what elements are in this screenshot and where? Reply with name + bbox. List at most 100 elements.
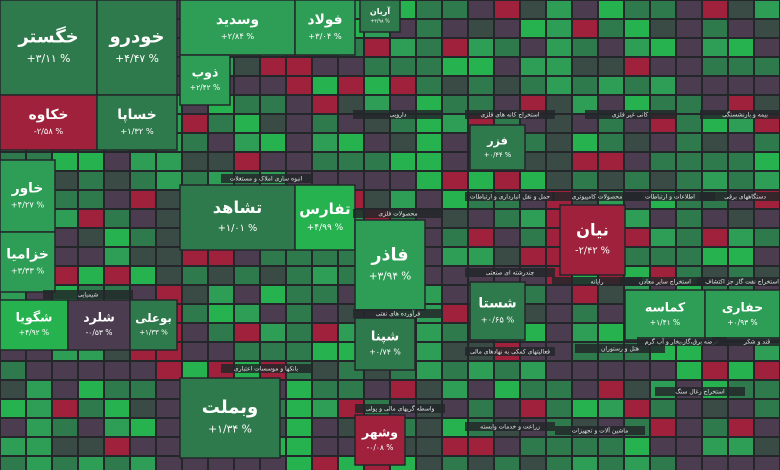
cell [520,399,546,418]
cell [598,38,624,57]
sector-strip [712,337,780,346]
tile-name: خزامیا [6,246,48,262]
cell [104,266,130,285]
cell [208,323,234,342]
cell [312,133,338,152]
cell [78,437,104,456]
cell [286,323,312,342]
tile-change: +۴/۹۲ % [19,328,49,337]
cell [468,399,494,418]
cell [78,171,104,190]
cell [208,285,234,304]
cell [676,228,702,247]
tile-change: -۰/۰۸ % [367,443,394,452]
cell [520,456,546,470]
tile-change: +۱/۳۴ % [208,423,252,436]
cell [520,247,546,266]
cell [494,399,520,418]
cell [546,285,572,304]
cell [312,304,338,323]
cell [702,171,728,190]
cell [676,152,702,171]
tile-name: بوعلی [135,311,172,326]
cell [546,76,572,95]
cell [442,171,468,190]
cell [676,114,702,133]
cell [676,38,702,57]
cell [260,342,286,361]
cell [390,171,416,190]
cell [78,418,104,437]
cell [286,342,312,361]
cell [676,399,702,418]
cell [494,209,520,228]
cell [442,456,468,470]
cell [702,361,728,380]
cell [442,304,468,323]
cell [104,437,130,456]
tile: فزر +۰/۴۴ % [469,124,526,171]
sector-strip [221,174,311,183]
cell [390,38,416,57]
cell [182,266,208,285]
cell [546,304,572,323]
cell [754,380,780,399]
cell [442,228,468,247]
cell [286,304,312,323]
tile-name: شستا [478,295,516,311]
cell [390,190,416,209]
cell [208,133,234,152]
cell [572,171,598,190]
cell [442,19,468,38]
cell [26,418,52,437]
tile-change: +۰/۹۳ % [727,318,757,327]
cell [52,152,78,171]
cell [598,285,624,304]
cell [598,19,624,38]
cell [26,437,52,456]
cell [494,228,520,247]
cell [624,171,650,190]
cell [234,323,260,342]
tile-change: +۰/۷۴ % [369,347,401,356]
cell [546,152,572,171]
cell [494,171,520,190]
cell [494,380,520,399]
cell [338,133,364,152]
sector-label: محصولات فلزی [378,211,417,218]
cell [312,342,338,361]
cell [312,418,338,437]
tile: تفارس +۴/۹۹ % [294,184,356,251]
cell [104,171,130,190]
cell [754,418,780,437]
cell [520,0,546,19]
cell [312,437,338,456]
cell [598,76,624,95]
cell [52,247,78,266]
cell [650,133,676,152]
cell [728,57,754,76]
cell [0,418,26,437]
tile-box [624,289,706,341]
cell [416,456,442,470]
tile: وسدید +۲/۸۴ % [179,0,296,56]
cell [546,323,572,342]
sector-strip [625,192,715,201]
cell [234,285,260,304]
cell [468,380,494,399]
cell [338,152,364,171]
cell [156,380,182,399]
sector-label: رایانه [591,279,604,286]
cell [702,228,728,247]
cell [286,437,312,456]
cell [416,437,442,456]
cell [286,76,312,95]
cell [624,152,650,171]
cell [650,228,676,247]
cell [468,456,494,470]
cell [598,361,624,380]
cell [442,361,468,380]
cell [26,380,52,399]
cell [442,285,468,304]
